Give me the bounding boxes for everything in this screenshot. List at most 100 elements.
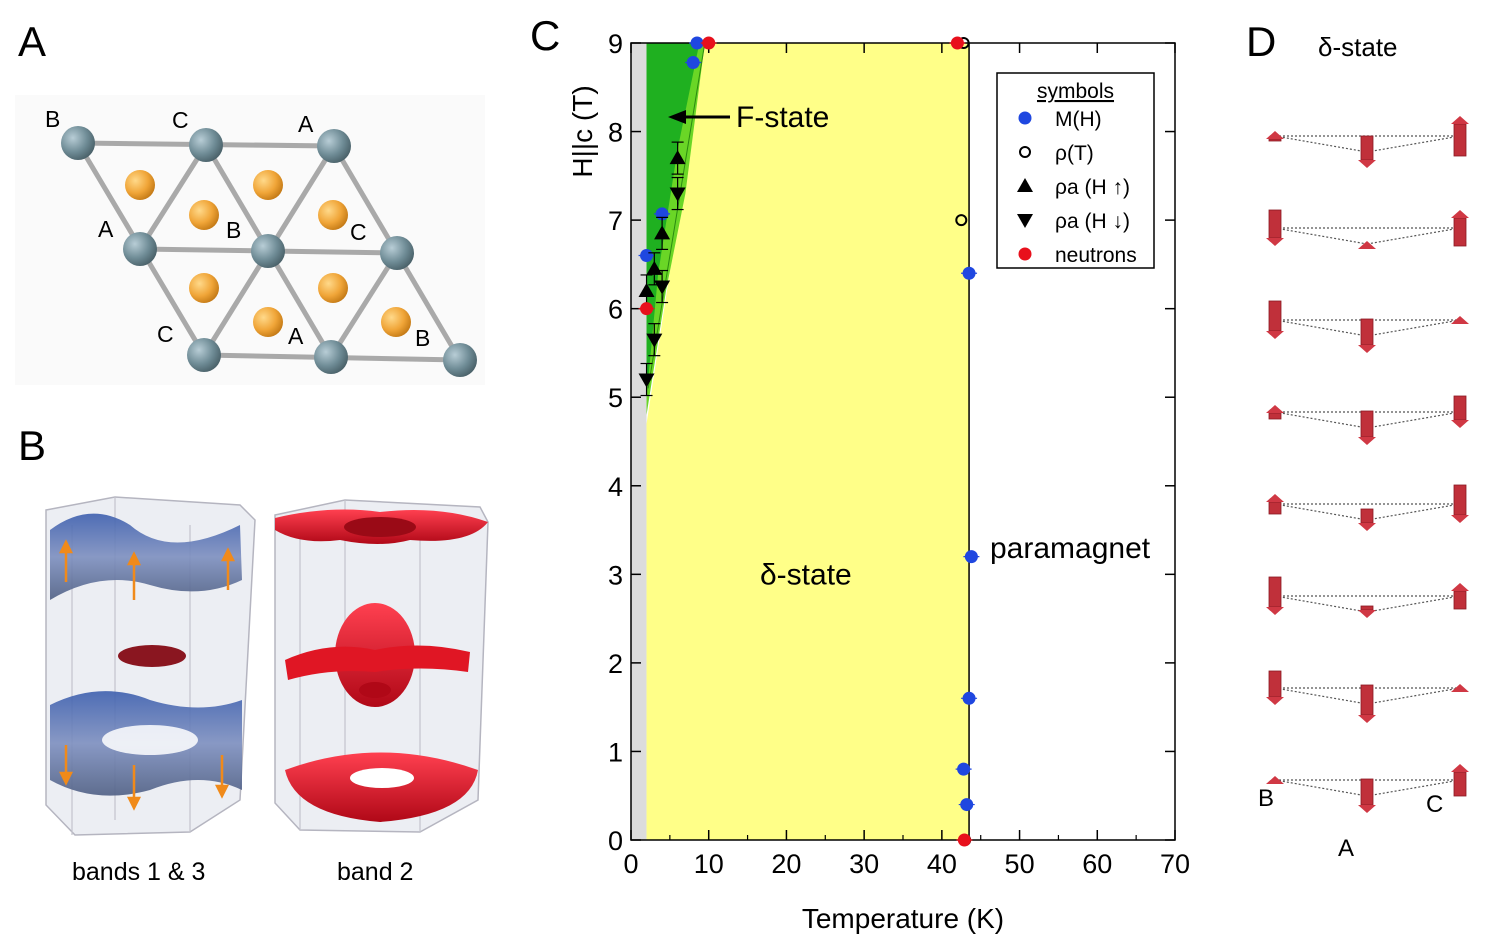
spin-configuration-row: [1266, 395, 1469, 445]
rho-a-down-point: [1017, 214, 1033, 228]
bond-line: [1366, 687, 1461, 705]
x-tick-label: 40: [927, 849, 957, 879]
caption-band-2: band 2: [337, 858, 414, 886]
y-tick-label: 5: [608, 383, 623, 413]
spin-arrow: [1266, 494, 1284, 515]
spin-arrow: [1451, 484, 1469, 523]
spin-arrow-shaft: [1360, 778, 1374, 806]
bond-line: [1366, 135, 1461, 153]
spin-arrow-shaft: [1268, 300, 1282, 332]
bond-line: [1274, 503, 1368, 521]
neutron-point: [640, 302, 654, 316]
neutron-point: [702, 36, 716, 50]
delta-state-label: δ-state: [760, 558, 852, 591]
spin-arrow-head: [1451, 210, 1469, 218]
orange-atom: [381, 307, 411, 337]
bond-line: [1366, 411, 1461, 429]
spin-arrow-head: [1358, 437, 1376, 445]
neutron-point: [957, 833, 971, 847]
rho-a-up-point: [1017, 178, 1033, 192]
spin-arrow: [1358, 410, 1376, 445]
bond-line: [1274, 135, 1368, 153]
bond-line: [1366, 595, 1461, 613]
spin-arrow-head: [1266, 131, 1284, 139]
spin-arrow-head: [1266, 776, 1284, 784]
legend-box: [996, 72, 1155, 269]
legend-label: M(H): [1055, 108, 1102, 131]
bond-line: [1274, 595, 1368, 613]
bond-line: [1366, 227, 1461, 245]
site-label: B: [415, 325, 430, 351]
f-state-label: F-state: [736, 101, 829, 134]
y-tick-label: 3: [608, 560, 623, 590]
spin-arrow: [1451, 684, 1469, 692]
spin-arrow: [1266, 670, 1284, 705]
spin-arrow-head: [1451, 316, 1469, 324]
spin-arrow: [1266, 300, 1284, 339]
mh-point: [962, 266, 976, 280]
rho-a-up-point: [669, 150, 686, 165]
spin-arrow-shaft: [1453, 771, 1467, 797]
x-tick-label: 0: [623, 849, 638, 879]
y-tick-label: 7: [608, 206, 623, 236]
site-label: A: [288, 323, 304, 349]
spin-arrow: [1266, 576, 1284, 615]
grey-atom: [317, 129, 351, 163]
spin-arrow-shaft: [1453, 395, 1467, 421]
rho-a-down-point: [654, 280, 671, 295]
spin-arrow: [1358, 241, 1376, 249]
spin-arrow-head: [1266, 494, 1284, 502]
fermi-surface-band-2: [274, 499, 489, 833]
panel-c-letter: C: [530, 12, 561, 59]
site-label: C: [157, 321, 174, 347]
orange-atom: [253, 307, 283, 337]
mh-point: [957, 762, 971, 776]
spin-arrow: [1266, 405, 1284, 420]
grey-atom: [314, 340, 348, 374]
rho-a-down-point: [638, 373, 655, 388]
spin-arrow-head: [1266, 238, 1284, 246]
phase-diagram-chart: 0 10 20 30 40 50 60 70 0 1 2 3 4 5 6 7 8 9 Temperature (K)…: [567, 29, 1190, 934]
rho-point: [1019, 146, 1031, 158]
spin-arrow-shaft: [1268, 670, 1282, 698]
panel-b-fermi-surfaces: [45, 496, 489, 836]
spin-arrow-shaft: [1268, 576, 1282, 608]
orange-atom: [189, 273, 219, 303]
spin-arrow-head: [1451, 515, 1469, 523]
legend-label: ρa (H ↓): [1055, 210, 1130, 233]
low-temperature-region: [631, 43, 647, 840]
mh-point: [960, 798, 974, 812]
panel-b-letter: B: [18, 422, 47, 469]
rho-a-down-point: [646, 333, 663, 348]
spin-arrow-shaft: [1453, 123, 1467, 157]
spin-arrow-head: [1358, 160, 1376, 168]
spin-arrow-shaft: [1453, 217, 1467, 247]
spin-arrow-head: [1451, 420, 1469, 428]
orange-atom: [318, 200, 348, 230]
spin-arrow-head: [1358, 805, 1376, 813]
spin-arrow-shaft: [1360, 135, 1374, 161]
grey-atom: [187, 338, 221, 372]
phase-regions: [631, 42, 970, 840]
spin-configuration-row: [1266, 764, 1469, 813]
grey-atoms: [61, 126, 477, 377]
spin-arrow: [1451, 316, 1469, 324]
spin-arrow: [1451, 395, 1469, 428]
spin-arrow: [1451, 583, 1469, 610]
neutron-point: [1018, 247, 1032, 261]
spin-arrow-head: [1358, 345, 1376, 353]
spin-arrow-head: [1358, 523, 1376, 531]
spin-arrow: [1451, 764, 1469, 797]
bond-line: [1274, 227, 1368, 245]
f-state-arrowhead: [668, 110, 686, 124]
x-tick-label: 50: [1005, 849, 1035, 879]
bond-line: [1274, 779, 1368, 797]
bond-line: [1366, 779, 1461, 797]
y-axis-label: H||c (T): [567, 85, 598, 177]
grey-atom: [123, 232, 157, 266]
spin-arrow-shaft: [1360, 605, 1374, 611]
spin-arrow-head: [1266, 331, 1284, 339]
panel-d-letter: D: [1246, 18, 1277, 65]
panel-d-spin-configurations: B C A: [1258, 116, 1469, 862]
chart-axes: 0 10 20 30 40 50 60 70 0 1 2 3 4 5 6 7 8 9 Temperature (K)…: [567, 29, 1190, 934]
